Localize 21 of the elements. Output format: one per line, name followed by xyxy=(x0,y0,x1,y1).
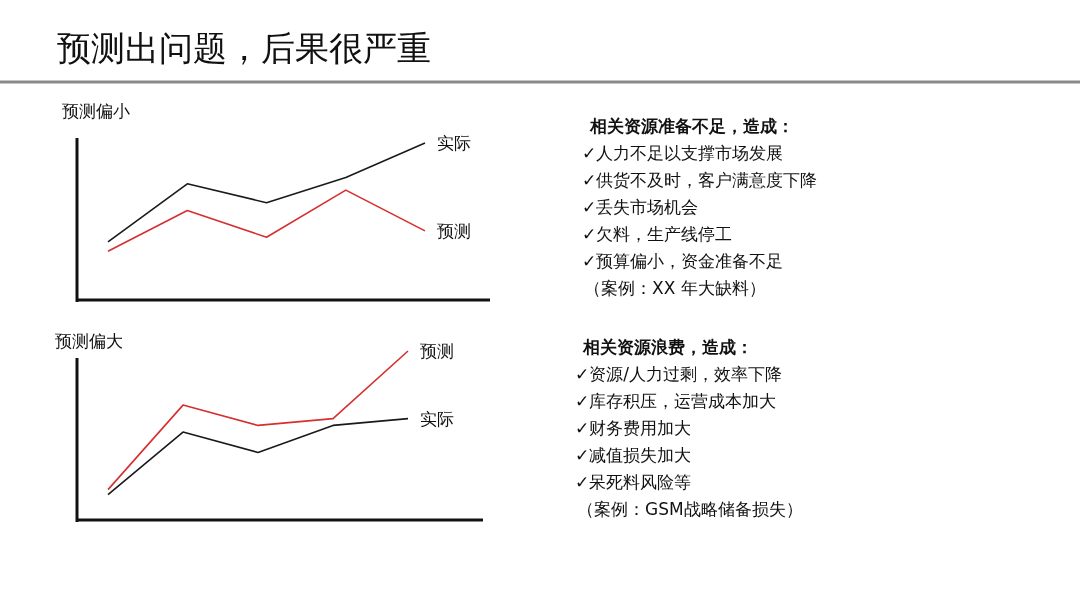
series-label: 预测 xyxy=(437,220,471,241)
text: ✓欠料，生产线停工 xyxy=(582,224,733,244)
chart-title: 预测偏大 xyxy=(55,331,123,351)
text: ✓库存积压，运营成本加大 xyxy=(575,391,777,411)
text: ✓减值损失加大 xyxy=(575,445,692,465)
text: （案例：XX 年大缺料） xyxy=(584,278,766,298)
text: ✓人力不足以支撑市场发展 xyxy=(582,143,784,163)
chart-title: 预测偏小 xyxy=(62,101,130,121)
text: ✓呆死料风险等 xyxy=(575,472,692,492)
series-label: 实际 xyxy=(420,408,454,429)
text: ✓供货不及时，客户满意度下降 xyxy=(582,170,818,190)
text: 相关资源浪费，造成： xyxy=(582,337,753,357)
text: （案例：GSM战略储备损失） xyxy=(577,499,803,519)
text: 预测出问题，后果很严重 xyxy=(57,28,431,68)
text: 相关资源准备不足，造成： xyxy=(589,116,794,136)
series-label: 实际 xyxy=(437,133,471,153)
text: ✓资源/人力过剩，效率下降 xyxy=(575,364,782,384)
text: ✓财务费用加大 xyxy=(575,418,692,438)
text: ✓预算偏小，资金准备不足 xyxy=(582,251,784,271)
series-label: 预测 xyxy=(420,341,454,361)
text: ✓丢失市场机会 xyxy=(582,197,699,217)
